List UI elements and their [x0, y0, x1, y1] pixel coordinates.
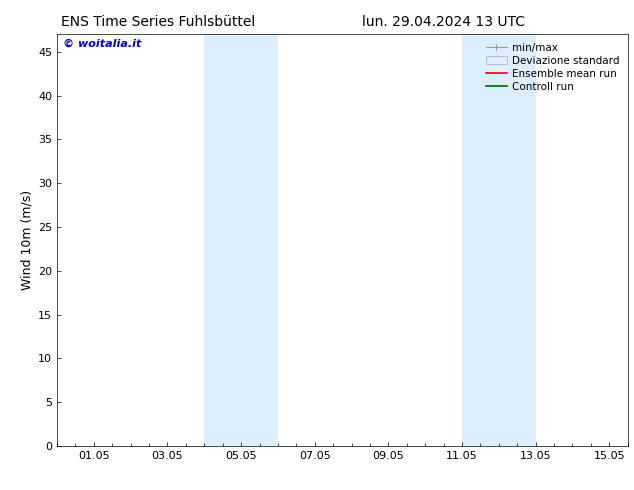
Bar — [462, 34, 536, 446]
Y-axis label: Wind 10m (m/s): Wind 10m (m/s) — [21, 190, 34, 290]
Legend: min/max, Deviazione standard, Ensemble mean run, Controll run: min/max, Deviazione standard, Ensemble m… — [482, 40, 623, 95]
Bar — [204, 34, 278, 446]
Text: ENS Time Series Fuhlsbüttel: ENS Time Series Fuhlsbüttel — [61, 15, 256, 29]
Text: lun. 29.04.2024 13 UTC: lun. 29.04.2024 13 UTC — [362, 15, 526, 29]
Text: © woitalia.it: © woitalia.it — [63, 38, 141, 49]
